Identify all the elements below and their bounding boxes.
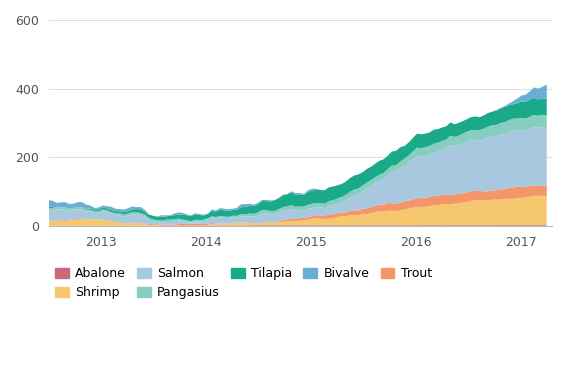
Legend: Abalone, Shrimp, Salmon, Pangasius, Tilapia, Bivalve, Trout: Abalone, Shrimp, Salmon, Pangasius, Tila… (55, 267, 431, 299)
